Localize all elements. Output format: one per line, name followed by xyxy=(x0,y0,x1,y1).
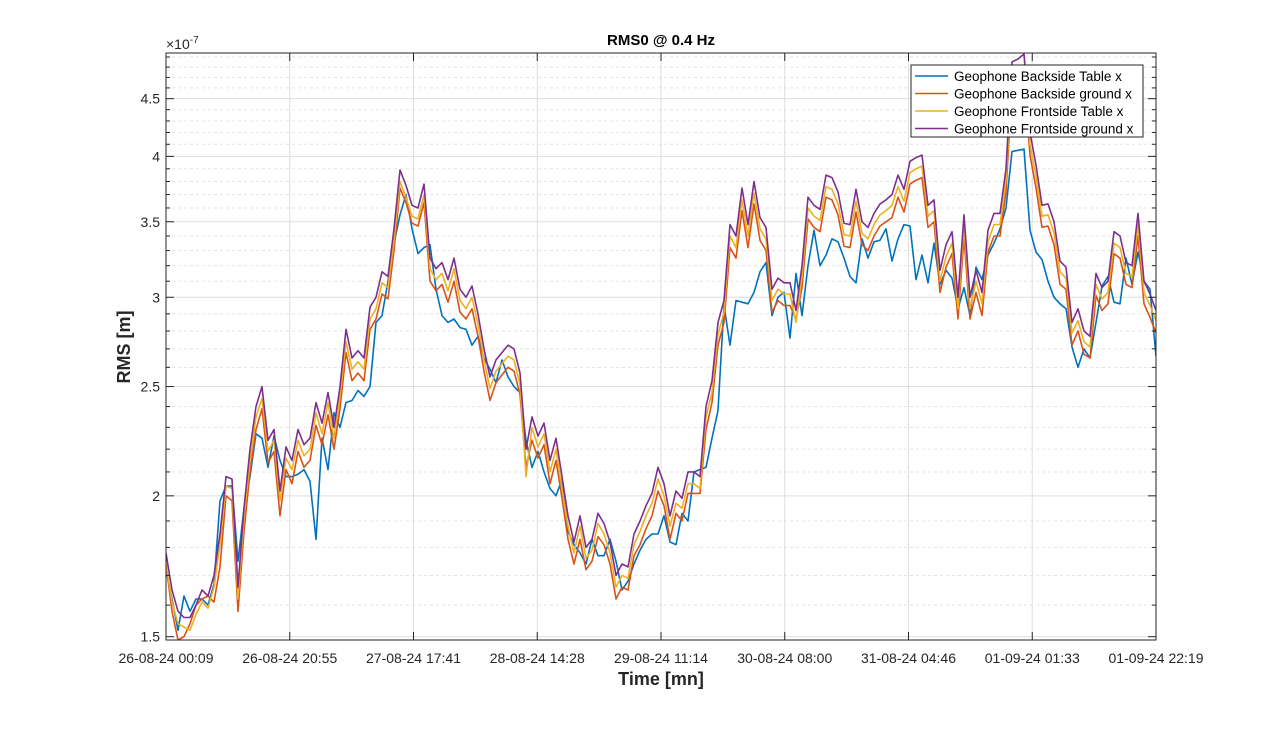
x-tick-label: 01-09-24 22:19 xyxy=(1109,650,1204,666)
axis-ticks: 1.5 2 2.5 3 3.5 4 4.5 26-08-24 00:09 26-08-24 20… xyxy=(119,53,1204,666)
legend[interactable]: Geophone Backside Table x Geophone Backsi… xyxy=(910,64,1144,138)
x-tick-label: 28-08-24 14:28 xyxy=(490,650,585,666)
y-tick-label: 3.5 xyxy=(141,214,161,230)
x-tick-label: 31-08-24 04:46 xyxy=(861,650,956,666)
series-lines xyxy=(166,53,1156,640)
legend-box xyxy=(910,64,1144,138)
legend-label-3: Geophone Frontside Table x xyxy=(954,104,1124,119)
y-axis-label: RMS [m] xyxy=(114,311,134,384)
legend-label-1: Geophone Backside Table x xyxy=(954,69,1122,84)
series-line-1 xyxy=(166,148,1156,632)
x-tick-label: 26-08-24 00:09 xyxy=(119,650,214,666)
y-tick-label: 4 xyxy=(152,148,160,164)
y-tick-label: 1.5 xyxy=(141,629,161,645)
y-tick-label: 4.5 xyxy=(141,91,161,107)
series-line-3 xyxy=(166,64,1156,632)
x-tick-label: 29-08-24 11:14 xyxy=(614,650,708,666)
legend-label-4: Geophone Frontside ground x xyxy=(954,122,1134,137)
legend-label-2: Geophone Backside ground x xyxy=(954,87,1132,102)
y-tick-label: 3 xyxy=(152,289,160,305)
y-tick-label: 2.5 xyxy=(141,379,161,395)
x-tick-label: 01-09-24 01:33 xyxy=(985,650,1080,666)
x-tick-label: 26-08-24 20:55 xyxy=(242,650,337,666)
x-tick-label: 27-08-24 17:41 xyxy=(366,650,461,666)
y-exponent-label: ×10-7 xyxy=(166,35,199,52)
chart-title: RMS0 @ 0.4 Hz xyxy=(607,32,715,49)
series-line-2 xyxy=(166,75,1156,640)
x-axis-label: Time [mn] xyxy=(618,669,704,689)
y-tick-label: 2 xyxy=(152,488,160,504)
series-line-4 xyxy=(166,53,1156,619)
x-tick-label: 30-08-24 08:00 xyxy=(737,650,832,666)
